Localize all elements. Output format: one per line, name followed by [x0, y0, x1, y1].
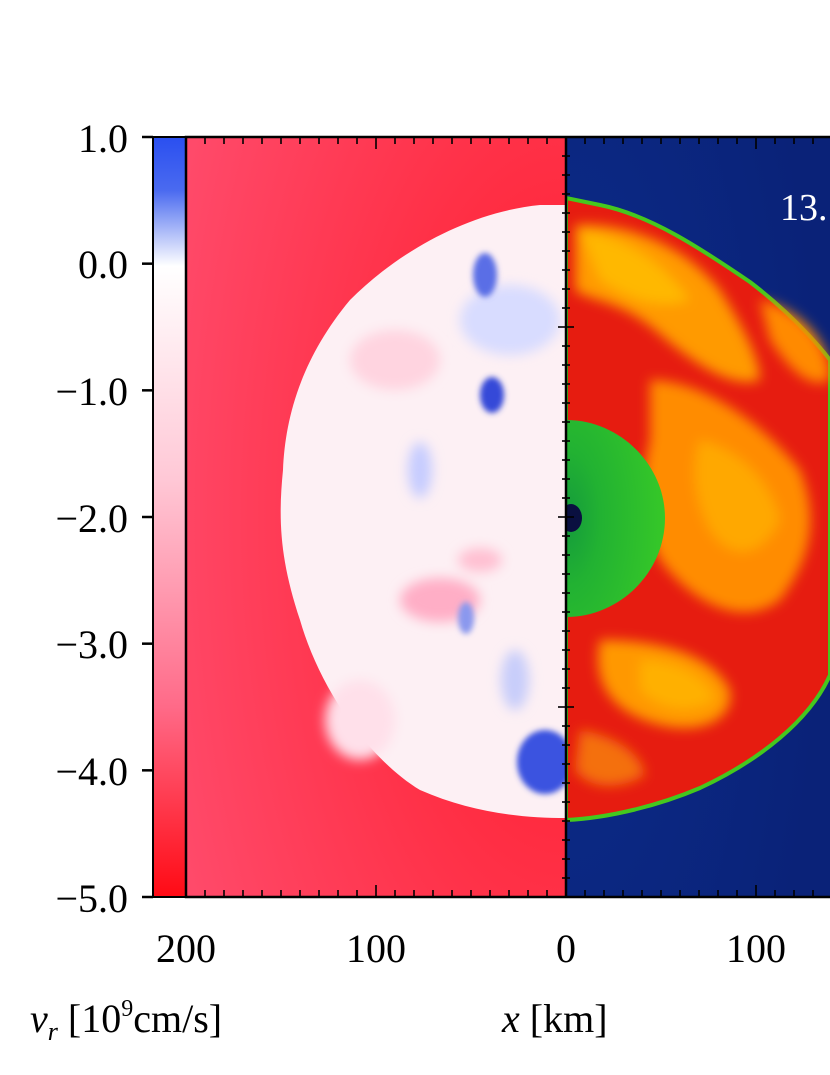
x-tick-labels: 200 100 0 100	[156, 926, 786, 971]
colorbar-label-exponent: 9	[121, 996, 133, 1022]
right-panel-map: 13.	[566, 137, 830, 897]
blue-patch	[517, 730, 566, 794]
colorbar-label: vr [109cm/s]	[30, 996, 222, 1046]
x-axis-label-unit: [km]	[520, 996, 608, 1041]
x-tick-label: 100	[726, 926, 786, 971]
blue-patch	[480, 377, 504, 413]
colorbar-tick-label: 1.0	[78, 116, 128, 161]
time-label: 13.	[780, 187, 828, 229]
colorbar-label-open: [10	[58, 996, 121, 1041]
colorbar-label-subscript: r	[48, 1017, 59, 1046]
colorbar-tick-label: 0.0	[78, 242, 128, 287]
left-panel-velocity-map	[186, 137, 566, 897]
colorbar-tick-label: −5.0	[55, 876, 128, 921]
x-tick-label: 100	[346, 926, 406, 971]
colorbar-ticks	[142, 135, 153, 899]
colorbar-label-symbol: v	[30, 996, 48, 1041]
blue-patch	[458, 602, 474, 634]
x-tick-label: 200	[156, 926, 216, 971]
core-region	[566, 420, 665, 617]
colorbar-tick-label: −3.0	[55, 622, 128, 667]
colorbar-tick-label: −2.0	[55, 496, 128, 541]
blue-patch	[473, 253, 497, 297]
center-dot	[566, 504, 582, 532]
x-tick-label: 0	[556, 926, 576, 971]
colorbar-tick-labels: 1.0 0.0 −1.0 −2.0 −3.0 −4.0 −5.0	[55, 116, 128, 921]
colorbar-gradient	[152, 136, 187, 898]
frame-ticks	[185, 136, 814, 898]
plot-frame	[184, 135, 830, 899]
colorbar-tick-label: −1.0	[55, 369, 128, 414]
colorbar-tick-label: −4.0	[55, 749, 128, 794]
x-axis-label: x [km]	[501, 996, 608, 1041]
colorbar: 1.0 0.0 −1.0 −2.0 −3.0 −4.0 −5.0	[55, 116, 187, 921]
colorbar-label-unit: cm/s]	[133, 996, 222, 1041]
x-axis-label-symbol: x	[501, 996, 520, 1041]
